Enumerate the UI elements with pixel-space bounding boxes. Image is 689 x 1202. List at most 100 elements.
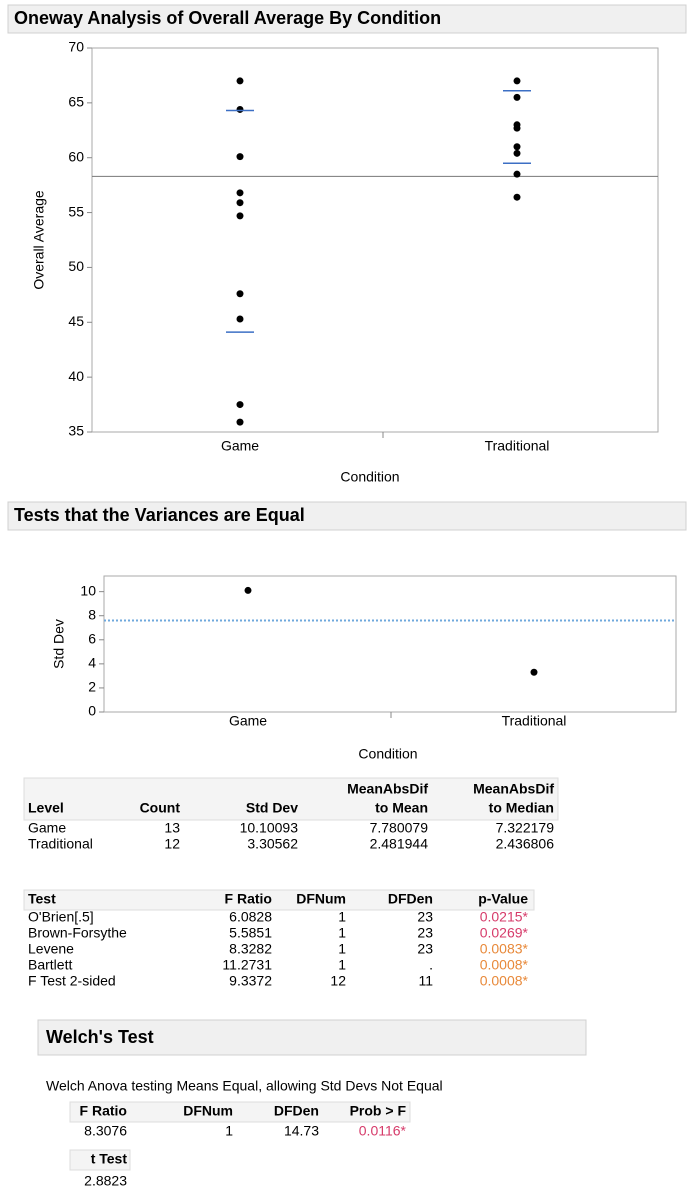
table-cell: 1	[338, 941, 346, 957]
table-header: DFNum	[296, 891, 346, 907]
table-header-bg	[23, 889, 535, 911]
y-axis-label: Overall Average	[31, 190, 47, 290]
data-point	[513, 93, 521, 101]
table-header: Test	[28, 891, 56, 907]
x-tick-label: Traditional	[502, 713, 567, 729]
table-header-bg	[69, 1149, 131, 1171]
plot-frame	[91, 47, 659, 433]
data-point	[236, 315, 244, 323]
table-cell: 7.780079	[370, 820, 429, 836]
table-header: to Mean	[375, 800, 428, 816]
data-point	[236, 418, 244, 426]
table-header: p-Value	[478, 891, 528, 907]
data-point	[244, 586, 252, 594]
table-header: Count	[140, 800, 181, 816]
table-cell: Traditional	[28, 836, 93, 852]
section-title: Oneway Analysis of Overall Average By Co…	[14, 8, 441, 28]
table-cell: 2.436806	[496, 836, 555, 852]
x-axis-label: Condition	[340, 469, 399, 485]
table-cell: 0.0083*	[480, 941, 529, 957]
table-cell: 13	[164, 820, 180, 836]
data-point	[236, 290, 244, 298]
data-point	[513, 170, 521, 178]
y-tick-label: 6	[88, 630, 96, 646]
table-cell: 11	[418, 973, 433, 989]
y-tick-label: 10	[80, 582, 96, 598]
data-point	[513, 149, 521, 157]
table-cell: Game	[28, 820, 66, 836]
table-cell: 1	[338, 925, 346, 941]
y-tick-label: 70	[68, 39, 84, 55]
y-tick-label: 60	[68, 148, 84, 164]
table-cell: 5.5851	[229, 925, 272, 941]
table-cell: 8.3282	[229, 941, 272, 957]
table-cell: F Test 2-sided	[28, 973, 116, 989]
x-tick-label: Game	[229, 713, 267, 729]
table-cell: 1	[338, 909, 346, 925]
table-header: MeanAbsDif	[473, 781, 554, 797]
table-cell: 0.0008*	[480, 957, 529, 973]
table-header: MeanAbsDif	[347, 781, 428, 797]
table-cell: 0.0116*	[359, 1123, 407, 1139]
table-cell: 9.3372	[229, 973, 272, 989]
table-cell: 7.322179	[496, 820, 555, 836]
table-cell: O'Brien[.5]	[28, 909, 94, 925]
data-point	[530, 668, 538, 676]
table-cell: Brown-Forsythe	[28, 925, 127, 941]
table-cell: 2.8823	[84, 1173, 127, 1189]
table-cell: 2.481944	[370, 836, 429, 852]
table-cell: 14.73	[284, 1123, 319, 1139]
table-cell: 23	[417, 925, 433, 941]
y-tick-label: 50	[68, 258, 84, 274]
table-header: DFDen	[388, 891, 433, 907]
table-cell: 23	[417, 941, 433, 957]
table-cell: 8.3076	[84, 1123, 127, 1139]
table-cell: 0.0008*	[480, 973, 529, 989]
welch-description: Welch Anova testing Means Equal, allowin…	[46, 1078, 443, 1094]
data-point	[236, 212, 244, 220]
data-point	[236, 153, 244, 161]
table-cell: 1	[225, 1123, 233, 1139]
data-point	[236, 105, 244, 113]
y-tick-label: 0	[88, 703, 96, 719]
y-tick-label: 4	[88, 655, 96, 671]
x-tick-label: Traditional	[485, 438, 550, 454]
x-axis-label: Condition	[358, 746, 417, 762]
y-tick-label: 35	[68, 423, 84, 439]
table-header: F Ratio	[225, 891, 272, 907]
table-cell: 6.0828	[229, 909, 272, 925]
table-header: Std Dev	[246, 800, 298, 816]
table-header-bg	[23, 777, 559, 821]
section-title: Welch's Test	[46, 1027, 154, 1047]
table-cell: Bartlett	[28, 957, 72, 973]
table-cell: Levene	[28, 941, 74, 957]
section-title: Tests that the Variances are Equal	[14, 505, 305, 525]
table-header: F Ratio	[80, 1103, 127, 1119]
data-point	[513, 77, 521, 85]
table-cell: 12	[164, 836, 180, 852]
table-cell: 23	[417, 909, 433, 925]
data-point	[236, 199, 244, 207]
y-tick-label: 65	[68, 94, 84, 110]
data-point	[513, 193, 521, 201]
table-header-bg	[69, 1101, 411, 1123]
y-tick-label: 2	[88, 679, 96, 695]
data-point	[236, 401, 244, 409]
table-cell: 12	[330, 973, 346, 989]
y-tick-label: 45	[68, 313, 84, 329]
table-cell: 0.0215*	[480, 909, 529, 925]
data-point	[513, 143, 521, 151]
data-point	[513, 124, 521, 132]
table-header: Level	[28, 800, 64, 816]
table-header: Prob > F	[350, 1103, 407, 1119]
section-header	[7, 4, 687, 34]
y-tick-label: 55	[68, 203, 84, 219]
x-tick-label: Game	[221, 438, 259, 454]
section-header	[7, 501, 687, 531]
table-cell: 11.2731	[222, 957, 272, 973]
section-header	[37, 1019, 587, 1056]
y-tick-label: 8	[88, 606, 96, 622]
y-axis-label: Std Dev	[51, 619, 67, 669]
data-point	[236, 77, 244, 85]
